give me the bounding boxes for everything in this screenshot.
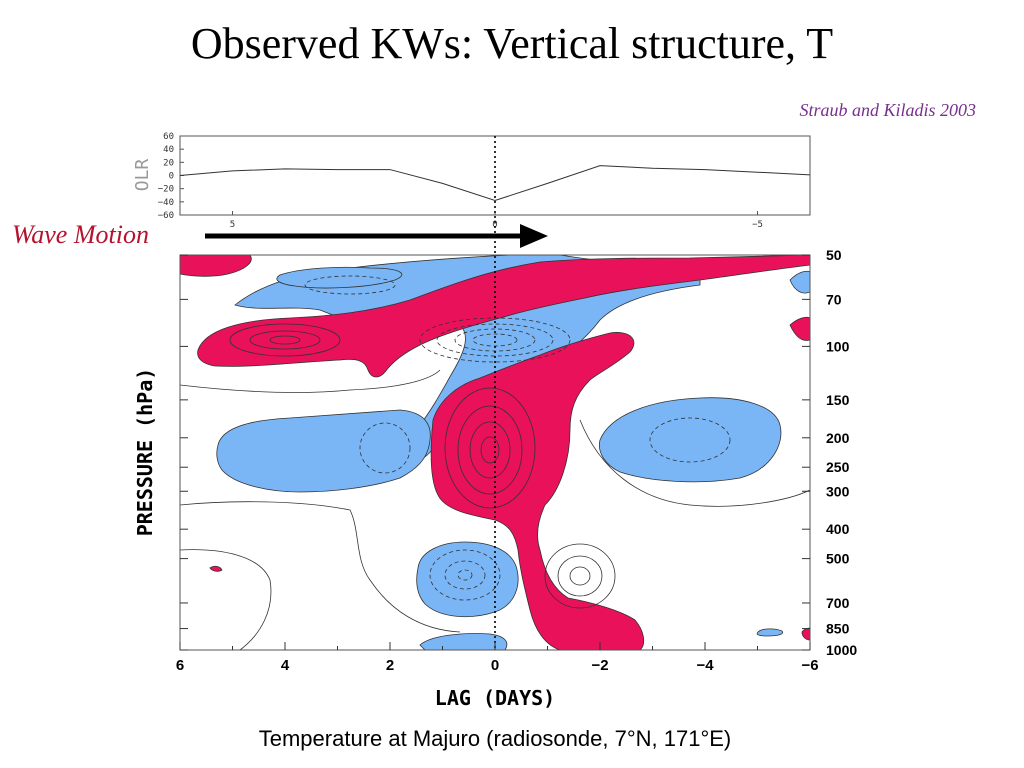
warm-region-small-left: [209, 565, 223, 572]
olr-x-tick-label: −5: [752, 220, 763, 230]
x-tick-label: 6: [176, 657, 184, 674]
warm-region-main-plume: [430, 332, 645, 650]
y-tick-label: 300: [826, 483, 850, 499]
cold-region-left-mid: [216, 409, 431, 493]
y-tick-label: 850: [826, 621, 850, 637]
contour-lines-positive: [180, 323, 810, 650]
olr-y-tick-label: 60: [163, 132, 174, 142]
contour-field: [180, 255, 810, 650]
warm-region-right-upper: [789, 316, 810, 341]
citation: Straub and Kiladis 2003: [799, 100, 976, 120]
olr-series-line: [179, 165, 811, 202]
olr-panel: 60 40 20 0 −20 −40 −60 5 0 −5 OLR: [132, 132, 811, 230]
x-tick-label: −2: [591, 657, 608, 674]
x-axis-label: LAG (DAYS): [435, 686, 555, 710]
cold-region-right-edge: [789, 270, 810, 294]
main-x-ticks: 6 4 2 0 −2 −4 −6: [176, 642, 819, 674]
cold-region-small-right: [756, 628, 784, 637]
olr-y-tick-label: 20: [163, 158, 174, 168]
olr-x-tick-label: 0: [492, 220, 497, 230]
y-tick-label: 400: [826, 521, 850, 537]
olr-y-tick-label: 40: [163, 145, 174, 155]
olr-y-tick-label: −60: [158, 211, 174, 221]
slide-title: Observed KWs: Vertical structure, T: [190, 19, 834, 68]
wave-motion-arrow: [205, 224, 548, 248]
cold-region-bottom: [419, 633, 508, 650]
warm-region-top-left: [180, 255, 252, 277]
y-tick-label: 250: [826, 459, 850, 475]
y-tick-label: 100: [826, 338, 850, 354]
y-tick-label: 200: [826, 430, 850, 446]
y-tick-label: 50: [826, 247, 842, 263]
olr-x-tick-label: 5: [230, 220, 235, 230]
arrow-head: [520, 224, 548, 248]
y-tick-label: 1000: [826, 642, 857, 658]
y-axis-label: PRESSURE (hPa): [133, 368, 157, 537]
warm-region-upper-band: [197, 255, 810, 378]
olr-axis-label: OLR: [132, 159, 153, 192]
x-tick-label: −4: [696, 657, 714, 674]
x-tick-label: 4: [281, 657, 290, 674]
cold-region-upper-left: [276, 266, 403, 289]
x-tick-label: 2: [386, 657, 394, 674]
olr-y-tick-label: 0: [169, 172, 174, 182]
cold-region-lower: [416, 541, 519, 617]
y-tick-label: 70: [826, 291, 842, 307]
x-tick-label: 0: [491, 657, 499, 674]
y-tick-label: 500: [826, 551, 850, 567]
y-tick-label: 700: [826, 595, 850, 611]
x-tick-label: −6: [801, 657, 818, 674]
figure-caption: Temperature at Majuro (radiosonde, 7°N, …: [258, 726, 732, 751]
wave-motion-label: Wave Motion: [12, 220, 149, 249]
olr-y-tick-label: −20: [158, 185, 174, 195]
y-tick-label: 150: [826, 392, 850, 408]
olr-y-tick-label: −40: [158, 198, 174, 208]
warm-region-bottom-right: [801, 627, 810, 641]
main-y-ticks: 50 70 100 150 200 250 300 400 500 700 850 1000: [180, 247, 857, 658]
cold-region-right-mid: [598, 397, 782, 483]
olr-y-ticks: 60 40 20 0 −20 −40 −60: [158, 132, 184, 221]
